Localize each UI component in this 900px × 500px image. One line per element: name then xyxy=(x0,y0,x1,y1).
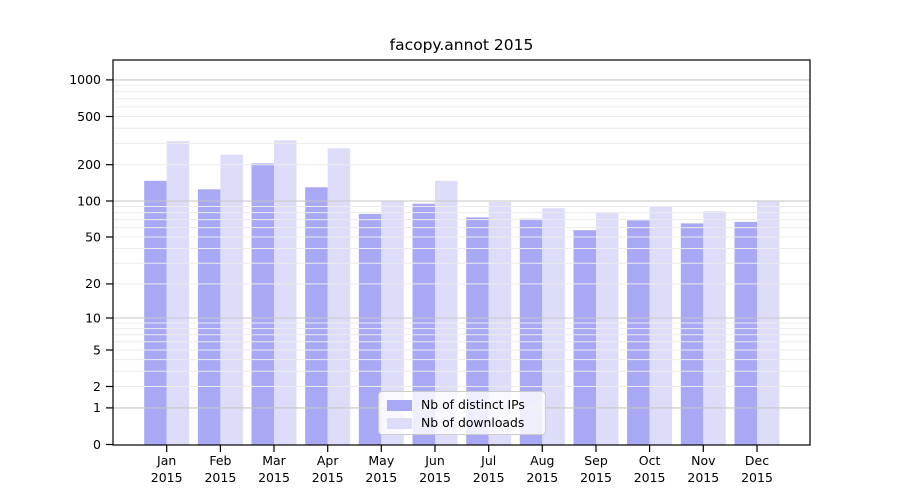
legend-item-distinct-ips: Nb of distinct IPs xyxy=(387,396,545,414)
x-tick-label-month-dec: Dec xyxy=(745,453,769,468)
y-tick-label-1000: 1000 xyxy=(69,72,101,87)
legend: Nb of distinct IPs Nb of downloads xyxy=(378,391,546,435)
bar-mar-downloads xyxy=(274,140,297,445)
y-tick-label-200: 200 xyxy=(77,157,101,172)
bar-feb-ips xyxy=(197,189,221,445)
y-tick-label-500: 500 xyxy=(77,109,101,124)
y-tick-label-2: 2 xyxy=(93,379,101,394)
x-tick-label-month-nov: Nov xyxy=(691,453,716,468)
legend-item-downloads: Nb of downloads xyxy=(387,414,545,432)
bar-nov-downloads xyxy=(703,211,726,445)
bar-jul-ips xyxy=(466,217,489,445)
x-tick-label-year-mar: 2015 xyxy=(258,470,290,485)
y-tick-label-1: 1 xyxy=(93,400,101,415)
bar-jan-downloads xyxy=(166,141,190,445)
x-tick-label-year-nov: 2015 xyxy=(687,470,719,485)
bar-apr-ips xyxy=(305,187,328,445)
bar-feb-downloads xyxy=(220,154,243,445)
legend-label-distinct-ips: Nb of distinct IPs xyxy=(421,396,525,412)
y-tick-label-100: 100 xyxy=(77,193,101,208)
x-tick-label-month-oct: Oct xyxy=(639,453,661,468)
bar-sep-ips xyxy=(573,230,596,445)
plot-border xyxy=(112,59,811,446)
x-tick-label-year-feb: 2015 xyxy=(204,470,236,485)
x-tick-label-year-apr: 2015 xyxy=(312,470,344,485)
bar-nov-ips xyxy=(680,223,704,445)
x-tick-label-year-dec: 2015 xyxy=(741,470,773,485)
bar-mar-ips xyxy=(251,163,274,445)
bar-jun-downloads xyxy=(435,180,458,445)
x-tick-label-year-aug: 2015 xyxy=(526,470,558,485)
bar-apr-downloads xyxy=(327,148,351,445)
y-tick-label-20: 20 xyxy=(85,276,101,291)
x-tick-label-month-may: May xyxy=(368,453,394,468)
x-tick-label-month-mar: Mar xyxy=(262,453,286,468)
y-tick-label-5: 5 xyxy=(93,342,101,357)
x-tick-label-year-sep: 2015 xyxy=(580,470,612,485)
x-tick-label-month-apr: Apr xyxy=(317,453,339,468)
x-tick-label-month-jan: Jan xyxy=(156,453,176,468)
legend-swatch-distinct-ips xyxy=(387,399,412,411)
bar-jun-ips xyxy=(412,203,435,445)
x-tick-label-month-sep: Sep xyxy=(584,453,608,468)
x-tick-label-month-jun: Jun xyxy=(424,453,445,468)
bar-oct-ips xyxy=(627,220,650,445)
x-tick-label-year-oct: 2015 xyxy=(634,470,666,485)
legend-swatch-downloads xyxy=(387,417,412,429)
bar-dec-ips xyxy=(734,221,757,445)
x-tick-label-year-jan: 2015 xyxy=(151,470,183,485)
x-tick-label-year-jul: 2015 xyxy=(473,470,505,485)
legend-label-downloads: Nb of downloads xyxy=(421,414,525,430)
x-tick-label-month-jul: Jul xyxy=(480,453,496,468)
x-tick-label-month-feb: Feb xyxy=(209,453,231,468)
y-tick-label-0: 0 xyxy=(93,437,101,452)
bar-jan-ips xyxy=(144,180,167,445)
y-tick-label-10: 10 xyxy=(85,310,101,325)
chart-title: facopy.annot 2015 xyxy=(389,36,534,54)
bar-aug-downloads xyxy=(542,208,565,445)
x-tick-label-year-jun: 2015 xyxy=(419,470,451,485)
bar-oct-downloads xyxy=(649,206,673,445)
x-tick-label-year-may: 2015 xyxy=(365,470,397,485)
x-tick-label-month-aug: Aug xyxy=(530,453,554,468)
bar-aug-ips xyxy=(519,218,543,445)
y-tick-label-50: 50 xyxy=(85,229,101,244)
